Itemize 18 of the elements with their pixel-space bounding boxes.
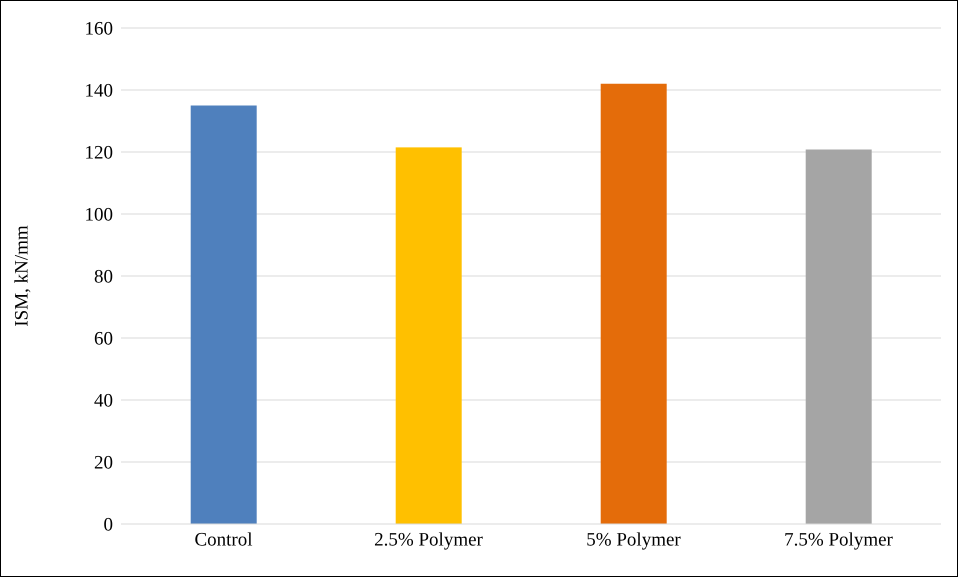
x-tick-label: Control: [194, 529, 253, 550]
x-tick-label: 7.5% Polymer: [784, 529, 894, 550]
x-tick-label: 5% Polymer: [586, 529, 682, 550]
y-tick-label: 80: [94, 266, 113, 288]
y-tick-label: 120: [84, 142, 113, 164]
y-tick-label: 20: [94, 452, 113, 474]
y-tick-label: 140: [84, 80, 113, 102]
bar: [190, 106, 257, 524]
bar: [806, 150, 872, 524]
y-tick-label: 160: [84, 18, 113, 40]
y-tick-label: 40: [94, 390, 113, 412]
bar: [396, 147, 462, 524]
y-tick-label: 100: [84, 204, 113, 226]
bar: [600, 84, 667, 524]
x-tick-label: 2.5% Polymer: [374, 529, 484, 550]
y-tick-label: 60: [94, 328, 113, 350]
y-axis-title: ISM, kN/mm: [12, 225, 33, 327]
y-tick-label: 0: [104, 514, 113, 536]
